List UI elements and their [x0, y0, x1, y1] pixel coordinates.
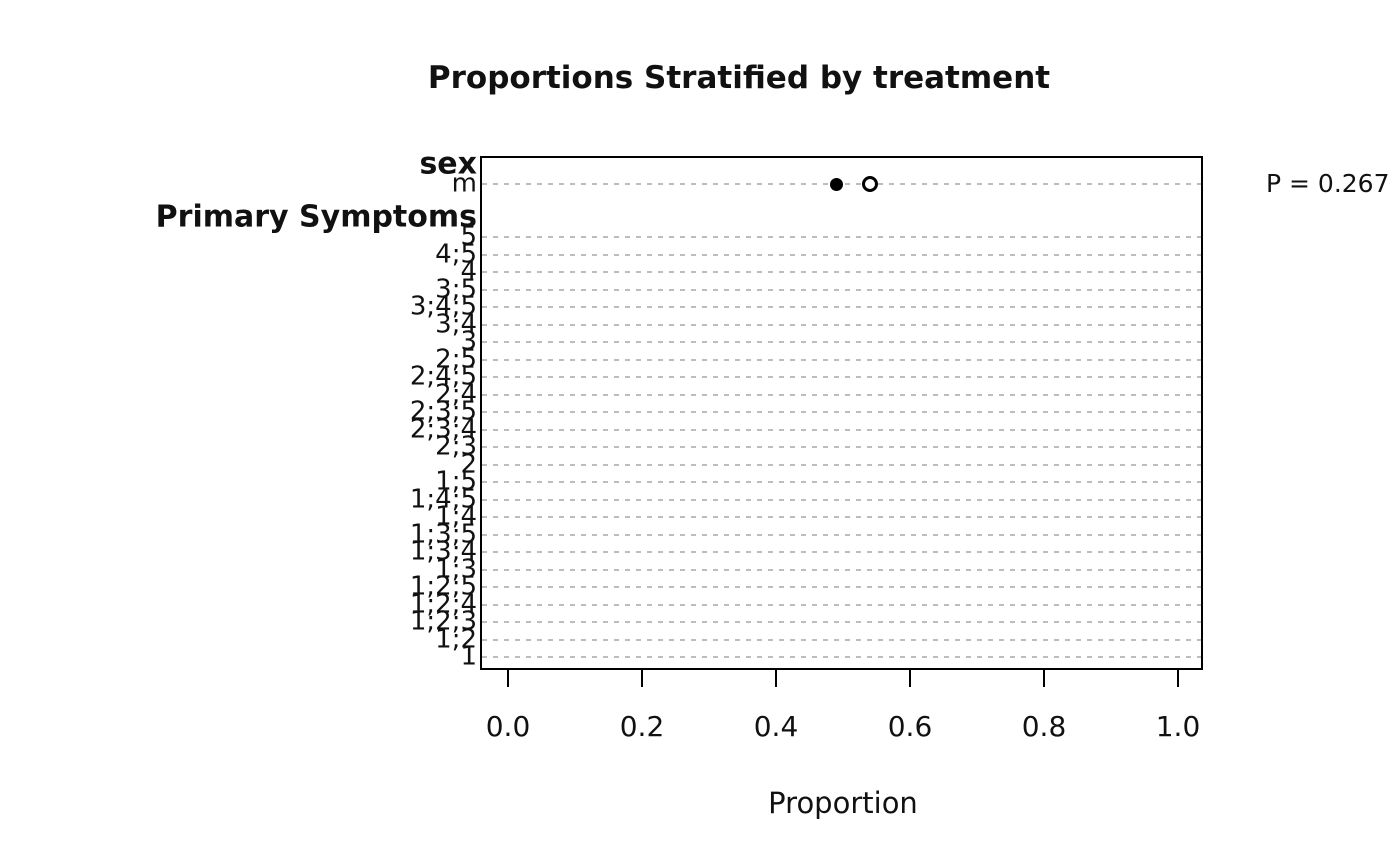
x-axis-tick	[909, 670, 911, 687]
y-axis-category-label: 2;5	[435, 344, 477, 375]
x-axis-tick-label: 0.6	[887, 710, 933, 743]
gridline	[482, 603, 1201, 606]
x-axis-tick	[1043, 670, 1045, 687]
chart-title: Proportions Stratified by treatment	[427, 60, 1051, 96]
y-axis-category-label: 2;3;5	[409, 396, 477, 427]
y-axis-category-label: 3;5	[435, 274, 477, 305]
gridline	[482, 586, 1201, 589]
y-axis-category-label: 1;4;5	[409, 484, 477, 515]
data-point-filled-circle	[829, 177, 843, 191]
y-axis-category-label: 1;4	[435, 501, 477, 532]
x-axis-tick-label: 0.0	[485, 710, 531, 743]
p-value-annotation: P = 0.267	[1266, 168, 1390, 198]
y-axis-category-label: 4;5	[435, 239, 477, 270]
y-axis-category-label: 1;3;5	[409, 519, 477, 550]
y-axis-category-label: 5	[460, 221, 477, 252]
gridline	[482, 498, 1201, 501]
y-axis-category-label: 1;3;4	[409, 536, 477, 567]
y-axis-category-label: 2;4;5	[409, 361, 477, 392]
x-axis-tick	[775, 670, 777, 687]
gridline	[482, 446, 1201, 449]
gridline	[482, 638, 1201, 641]
y-axis-category-label: 1;5	[435, 466, 477, 497]
y-axis-category-label: 2	[460, 449, 477, 480]
y-axis-group-label: sex	[419, 146, 477, 182]
gridline	[482, 393, 1201, 396]
y-axis-category-label: 1	[460, 641, 477, 672]
x-axis-tick-label: 1.0	[1155, 710, 1201, 743]
x-axis-tick	[1177, 670, 1179, 687]
gridline	[482, 656, 1201, 659]
gridline	[482, 463, 1201, 466]
gridline	[482, 551, 1201, 554]
x-axis-tick	[641, 670, 643, 687]
x-axis-tick-label: 0.2	[619, 710, 665, 743]
gridline	[482, 621, 1201, 624]
gridline	[482, 533, 1201, 536]
y-axis-category-label: 1;2;3	[409, 606, 477, 637]
gridline	[482, 271, 1201, 274]
y-axis-category-label: 3	[460, 326, 477, 357]
y-axis-category-label: 3;4	[435, 309, 477, 340]
gridline	[482, 306, 1201, 309]
gridline	[482, 428, 1201, 431]
gridline	[482, 341, 1201, 344]
data-point-open-circle	[861, 176, 878, 192]
gridline	[482, 236, 1201, 239]
y-axis-group-label: Primary Symptoms	[155, 199, 477, 235]
y-axis-category-label: 1;3	[435, 554, 477, 585]
gridline	[482, 288, 1201, 291]
gridline	[482, 568, 1201, 571]
y-axis-category-label: m	[451, 168, 477, 199]
y-axis-category-label: 4	[460, 256, 477, 287]
plot-area	[480, 156, 1203, 670]
gridline	[482, 516, 1201, 519]
x-axis-tick	[507, 670, 509, 687]
y-axis-category-label: 1;2;5	[409, 571, 477, 602]
y-axis-category-label: 2;3;4	[409, 414, 477, 445]
y-axis-category-label: 1;2;4	[409, 589, 477, 620]
x-axis-tick-label: 0.4	[753, 710, 799, 743]
x-axis-title: Proportion	[768, 786, 918, 820]
y-axis-category-label: 2;4	[435, 379, 477, 410]
gridline	[482, 376, 1201, 379]
y-axis-category-label: 2;3	[435, 431, 477, 462]
gridline	[482, 253, 1201, 256]
x-axis-tick-label: 0.8	[1021, 710, 1067, 743]
gridline	[482, 411, 1201, 414]
gridline	[482, 358, 1201, 361]
gridline	[482, 481, 1201, 484]
y-axis-category-label: 1;2	[435, 624, 477, 655]
gridline	[482, 323, 1201, 326]
y-axis-category-label: 3;4;5	[409, 291, 477, 322]
